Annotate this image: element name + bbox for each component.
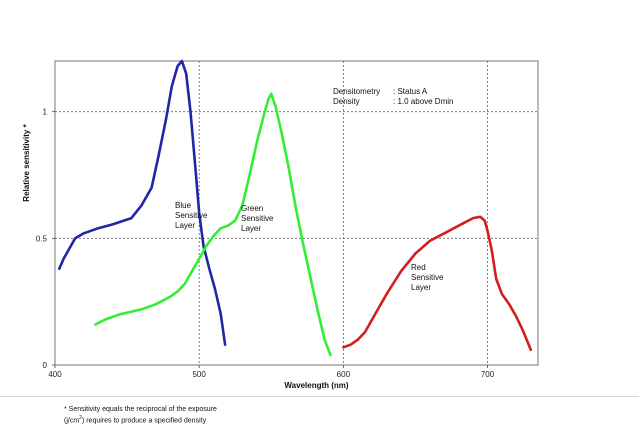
y-tick-label: 1	[43, 108, 48, 117]
series-label-red: Red	[411, 263, 426, 272]
series-label-green: Green	[241, 204, 263, 213]
footnote: * Sensitivity equals the reciprocal of t…	[64, 405, 564, 425]
series-line-blue	[58, 59, 227, 346]
sensitivity-chart: 400 500 600 700 0 0.5 1 Wavelength (nm) Relative…	[22, 59, 539, 390]
x-tick-label: 700	[481, 370, 495, 379]
series-label-green: Sensitive	[241, 214, 274, 223]
x-axis-title: Wavelength (nm)	[284, 381, 348, 390]
series-label-blue: Sensitive	[175, 211, 208, 220]
x-tick-label: 600	[337, 370, 351, 379]
annotation-value: : 1.0 above Dmin	[393, 97, 453, 106]
series-label-blue: Blue	[175, 201, 192, 210]
annotation-key: Densitometry	[333, 87, 380, 96]
annotation-key: Density	[333, 97, 360, 106]
plot-frame	[54, 60, 539, 366]
series-label-blue: Layer	[175, 221, 195, 230]
footnote-line-2-pre: (j/cm	[64, 417, 80, 425]
footnote-superscript: 2	[79, 415, 82, 421]
series-label-red: Sensitive	[411, 273, 444, 282]
series-line-green	[94, 92, 332, 357]
footnote-line-2: (j/cm2) requires to produce a specified …	[64, 414, 564, 425]
series-line-red	[342, 215, 533, 352]
series-label-green: Layer	[241, 224, 261, 233]
footnote-line-1: * Sensitivity equals the reciprocal of t…	[64, 406, 217, 413]
y-tick-label: 0	[43, 361, 48, 370]
series-label-red: Layer	[411, 283, 431, 292]
x-tick-label: 400	[48, 370, 62, 379]
y-axis-title: Relative sensitivity *	[22, 123, 31, 201]
y-tick-label: 0.5	[36, 234, 48, 243]
annotation-value: : Status A	[393, 87, 428, 96]
x-tick-label: 500	[192, 370, 206, 379]
separator-line	[0, 396, 639, 397]
footnote-line-2-post: ) requires to produce a specified densit…	[81, 417, 207, 425]
